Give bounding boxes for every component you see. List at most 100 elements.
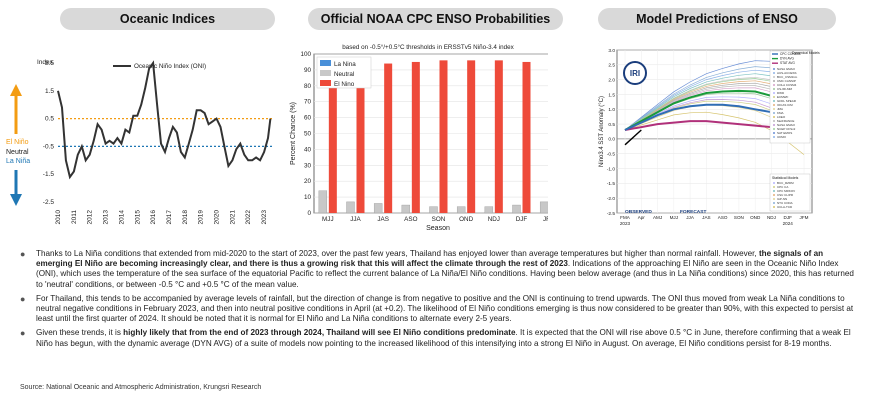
model-year-label: 2023 — [620, 221, 631, 226]
model-x-tick-label: SON — [734, 215, 744, 220]
oni-y-tick-label: 2.5 — [45, 60, 54, 67]
oni-x-tick-label: 2011 — [71, 210, 78, 224]
legend-model-marker — [773, 80, 775, 82]
legend-model-marker — [773, 136, 775, 138]
oni-y-tick-label: 1.5 — [45, 88, 54, 95]
legend-model-marker — [773, 190, 775, 192]
paragraph-bold-text: the signals of an emerging El Niño are b… — [36, 249, 824, 269]
model-x-tick-label: ASO — [718, 215, 728, 220]
model-y-tick-label: -1.5 — [607, 181, 616, 187]
legend-model-label: SAT EMOS — [777, 131, 792, 135]
paragraph-text: Given these trends, it is — [36, 328, 124, 338]
oni-x-tick-label: 2020 — [214, 210, 221, 225]
el-nino-bar — [384, 63, 393, 213]
el-nino-bar — [328, 76, 337, 213]
forecast-annotation: FORECAST — [680, 209, 706, 215]
legend-model-label: GFDL SPEAR — [777, 99, 797, 103]
model-y-tick-label: 0.5 — [608, 122, 615, 128]
commentary-paragraph: ● Thanks to La Niña conditions that exte… — [20, 249, 860, 290]
prob-x-tick-label: ASO — [404, 216, 417, 223]
prob-legend-swatch — [320, 80, 331, 86]
prob-y-tick-label: 30 — [304, 162, 312, 169]
legend-model-marker — [773, 198, 775, 200]
el-nino-bar — [411, 61, 420, 214]
model-y-tick-label: -2.5 — [607, 211, 616, 217]
model-y-tick-label: -1.0 — [607, 166, 616, 172]
neutral-bar — [456, 206, 466, 214]
oni-panel-title: Oceanic Indices — [60, 8, 275, 30]
oni-x-tick-label: 2010 — [55, 210, 62, 225]
legend-model-marker — [773, 186, 775, 188]
legend-statistical-title: Statistical Models — [772, 176, 799, 180]
model-y-tick-label: 1.0 — [608, 107, 615, 113]
model-y-tick-label: 2.5 — [608, 63, 615, 69]
dyn-legend-box — [769, 50, 811, 144]
neutral-bar — [539, 201, 548, 214]
oni-y-axis-label: Index — [37, 59, 54, 66]
legend-model-marker — [773, 206, 775, 208]
svg-text:IRI: IRI — [630, 69, 640, 78]
legend-model-marker — [773, 96, 775, 98]
legend-model-marker — [773, 108, 775, 110]
oni-x-tick-label: 2023 — [261, 210, 268, 225]
model-x-tick-label: DJF — [784, 215, 793, 220]
prob-legend-swatch — [320, 60, 331, 66]
legend-model-label: ECMWF — [777, 95, 788, 99]
legend-avg-label: STAT AVG — [780, 61, 795, 65]
prob-x-axis-label: Season — [426, 225, 450, 232]
oni-y-tick-label: -1.5 — [43, 171, 55, 178]
legend-model-label: DWD — [777, 91, 785, 95]
model-y-tick-label: 2.0 — [608, 77, 615, 83]
el-nino-arrow-icon — [10, 84, 22, 134]
model-x-tick-label: JFM — [800, 215, 809, 220]
oni-x-tick-label: 2019 — [198, 210, 205, 225]
oni-x-tick-label: 2022 — [245, 210, 252, 225]
stat-legend-box — [769, 173, 811, 212]
neutral-bar — [318, 190, 328, 214]
legend-model-label: UKMO — [777, 135, 787, 139]
legend-model-label: CSU CLIPR — [777, 193, 794, 197]
prob-y-tick-label: 60 — [304, 115, 312, 122]
oni-x-tick-label: 2018 — [182, 210, 189, 225]
model-y-tick-label: 0.0 — [608, 137, 615, 143]
legend-model-marker — [773, 112, 775, 114]
neutral-bar — [484, 206, 494, 214]
prob-legend: La Nina Neutral El Nino — [316, 56, 372, 89]
model-x-tick-label: JJA — [686, 215, 695, 220]
source-note: Source: National Oceanic and Atmospheric… — [20, 384, 262, 391]
model-panel-title: Model Predictions of ENSO — [598, 8, 836, 30]
legend-model-label: CPC CA — [777, 185, 788, 189]
model-x-tick-label: AMJ — [653, 215, 662, 220]
prob-y-tick-label: 20 — [304, 178, 312, 185]
neutral-bar — [346, 201, 355, 214]
prob-legend-label: La Nina — [334, 61, 356, 68]
observed-line — [624, 129, 642, 146]
enso-prob-panel-title: Official NOAA CPC ENSO Probabilities — [308, 8, 563, 30]
legend-model-marker — [773, 132, 775, 134]
model-x-tick-label: OND — [750, 215, 761, 220]
model-x-tick-label: JAS — [702, 215, 710, 220]
legend-model-label: AUS-ACCESS — [777, 71, 797, 75]
legend-model-marker — [773, 104, 775, 106]
oni-x-tick-label: 2021 — [229, 210, 236, 225]
oni-y-tick-label: -2.5 — [43, 199, 55, 206]
prob-x-tick-label: JAS — [377, 216, 389, 223]
legend-avg-label: DYN AVG — [780, 57, 794, 61]
paragraph-text: . Indications of the approaching El Niño… — [36, 259, 854, 289]
model-predictions-chart: 3.0 2.5 2.0 1.5 1.0 0.5 0.0 -0.5 -1.0 -1.5 -2.0 -2.… — [599, 48, 820, 226]
legend-model-label: CMC CANSIP — [777, 79, 796, 83]
paragraph-text: For Thailand, this tends to be accompani… — [36, 293, 854, 324]
legend-model-marker — [773, 72, 775, 74]
legend-model-label: MetFRANCE — [777, 119, 794, 123]
la-nina-side-label: La Niña — [6, 158, 30, 165]
legend-model-label: NTU CODA — [777, 201, 793, 205]
oni-x-tick-label: 2014 — [118, 210, 125, 225]
legend-model-marker — [773, 194, 775, 196]
legend-avg-label: CPC CONSOL — [780, 52, 801, 56]
legend-model-label: IOCAS ICM — [777, 103, 793, 107]
legend-model-label: JMA — [777, 107, 783, 111]
prob-y-tick-label: 40 — [304, 146, 312, 153]
commentary-paragraph: ● For Thailand, this tends to be accompa… — [20, 294, 860, 325]
oni-chart: Index Oceanic Niño Index (ONI) 2.5 1.5 0.5… — [6, 59, 274, 225]
